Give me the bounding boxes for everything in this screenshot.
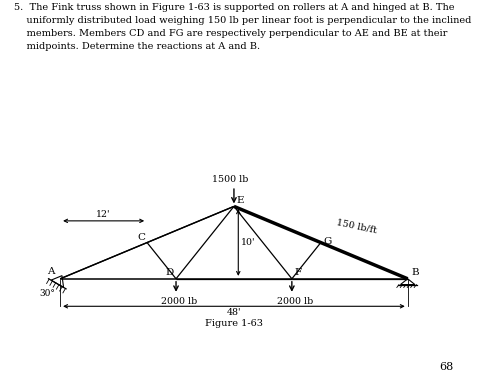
- Text: 150 lb/ft: 150 lb/ft: [336, 218, 377, 235]
- Text: 68: 68: [439, 362, 454, 372]
- Text: 10': 10': [241, 238, 256, 247]
- Text: E: E: [236, 196, 244, 205]
- Text: 5.  The Fink truss shown in Figure 1-63 is supported on rollers at A and hinged : 5. The Fink truss shown in Figure 1-63 i…: [14, 3, 472, 51]
- Text: A: A: [47, 267, 54, 276]
- Text: 2000 lb: 2000 lb: [161, 297, 197, 306]
- Text: B: B: [411, 268, 419, 276]
- Text: F: F: [294, 268, 301, 277]
- Text: 30°: 30°: [39, 289, 55, 298]
- Text: 1500 lb: 1500 lb: [212, 175, 249, 184]
- Text: Figure 1-63: Figure 1-63: [205, 319, 263, 328]
- Text: C: C: [137, 233, 145, 242]
- Text: G: G: [323, 237, 331, 247]
- Text: 12': 12': [96, 210, 111, 219]
- Text: D: D: [166, 268, 174, 277]
- Text: 2000 lb: 2000 lb: [276, 297, 313, 306]
- Text: 48': 48': [227, 308, 241, 318]
